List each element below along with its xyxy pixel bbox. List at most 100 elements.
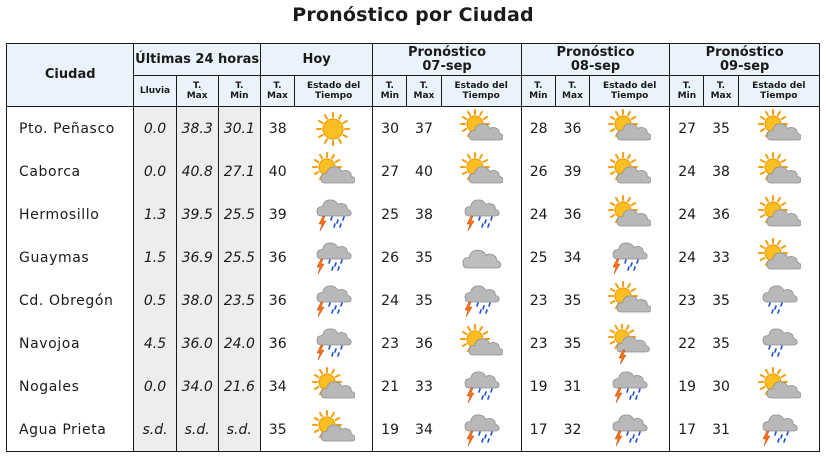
header-forecast-tmax: T. Max	[554, 75, 591, 107]
last24-tmin-value: 27.1	[217, 150, 261, 193]
rain-value: 0.0	[133, 365, 177, 408]
forecast-tmax-value: 35	[563, 292, 582, 309]
rain-value: 1.5	[133, 236, 177, 279]
forecast-tmin-value: 23	[669, 279, 704, 322]
storm-rain-icon	[738, 408, 821, 452]
forecast-tmax-value: 35	[712, 120, 730, 137]
forecast-tmax-value: 36	[563, 120, 582, 137]
storm-icon	[441, 408, 522, 452]
header-today-tmax: T. Max	[259, 75, 296, 107]
rain-value: 0.0	[133, 150, 177, 193]
today-tmax-value: 38	[259, 106, 295, 150]
storm-rain-icon	[294, 236, 374, 279]
forecast-tmin-value: 24	[669, 193, 704, 236]
forecast-tmin-value: 28	[520, 106, 556, 150]
storm-rain-icon	[589, 236, 671, 279]
today-tmax-value: 39	[259, 193, 295, 236]
table-row: Nogales 0.0 34.0 21.6 34 21 33 19 31 19 30	[5, 365, 821, 408]
forecast-tmin-value: 19	[669, 365, 704, 408]
table-row: Guaymas 1.5 36.9 25.5 36 26 35 25 34 24 33	[5, 236, 821, 279]
rain-value: 1.3	[133, 193, 177, 236]
header-forecast-day3: Pronóstico 09-sep	[669, 43, 820, 76]
last24-tmin-value: s.d.	[217, 408, 261, 452]
header-forecast-tmin: T. Min	[372, 75, 408, 107]
forecast-tmin-value: 19	[372, 408, 407, 452]
forecast-tmax-value: 33	[415, 378, 433, 395]
header-today-state: Estado del Tiempo	[293, 75, 374, 107]
forecast-tmin-value: 17	[669, 408, 704, 452]
city-name: Guaymas	[5, 236, 135, 279]
storm-rain-icon	[441, 279, 522, 322]
header-rain: Lluvia	[133, 75, 177, 107]
today-tmax-value: 34	[259, 365, 295, 408]
storm-icon	[589, 365, 671, 408]
sun-cloud-icon	[589, 279, 671, 322]
forecast-tmax-value: 34	[406, 408, 441, 452]
header-tmax: T. Max	[175, 75, 219, 107]
rain-value: 4.5	[133, 322, 177, 365]
city-name: Nogales	[5, 365, 135, 408]
forecast-tmin-value: 26	[372, 236, 407, 279]
header-forecast-state: Estado del Tiempo	[440, 75, 522, 107]
storm-rain-icon	[294, 322, 374, 365]
forecast-tmin-value: 22	[669, 322, 704, 365]
forecast-tmax-value: 35	[712, 292, 730, 309]
city-name: Hermosillo	[5, 193, 135, 236]
storm-icon	[441, 193, 522, 236]
forecast-tmin-value: 25	[520, 236, 556, 279]
header-forecast-day2: Pronóstico 08-sep	[520, 43, 671, 76]
today-tmax-value: 36	[259, 236, 295, 279]
header-forecast-date: 09-sep	[719, 58, 770, 74]
sun-cloud-icon	[294, 150, 374, 193]
table-row: Cd. Obregón 0.5 38.0 23.5 36 24 35 23 35 23 35	[5, 279, 821, 322]
forecast-tmax-value: 30	[712, 378, 730, 395]
header-forecast-label: Pronóstico	[556, 44, 635, 60]
today-tmax-value: 40	[259, 150, 295, 193]
forecast-tmax-value: 38	[712, 163, 730, 180]
table-row: Pto. Peñasco 0.0 38.3 30.1 38 30 37 28 36 27 35	[5, 106, 821, 150]
forecast-tmin-value: 26	[520, 150, 556, 193]
forecast-tmax-value: 31	[703, 408, 739, 452]
sun-cloud-icon	[738, 150, 821, 193]
storm-icon	[441, 365, 522, 408]
forecast-tmin-value: 17	[520, 408, 556, 452]
forecast-tmax-value: 36	[563, 206, 582, 223]
forecast-tmax-value: 36	[415, 335, 433, 352]
table-row: Caborca 0.0 40.8 27.1 40 27 40 26 39 24 38	[5, 150, 821, 193]
header-forecast-tmin: T. Min	[520, 75, 556, 107]
forecast-tmax-value: 36	[712, 206, 730, 223]
header-forecast-tmin: T. Min	[669, 75, 705, 107]
header-forecast-label: Pronóstico	[705, 44, 784, 60]
forecast-tmax-value: 34	[563, 249, 582, 266]
forecast-tmax-value: 35	[415, 292, 433, 309]
header-tmin: T. Min	[217, 75, 261, 107]
sun-cloud-icon	[441, 150, 522, 193]
storm-icon	[294, 193, 374, 236]
header-forecast-day1: Pronóstico 07-sep	[372, 43, 522, 76]
forecast-tmin-value: 25	[372, 193, 407, 236]
last24-tmax-value: 40.8	[175, 150, 219, 193]
last24-tmin-value: 23.5	[217, 279, 261, 322]
sunny-icon	[294, 106, 374, 150]
storm-rain-icon	[294, 279, 374, 322]
forecast-tmin-value: 21	[372, 365, 407, 408]
sun-cloud-icon	[441, 322, 522, 365]
forecast-tmin-value: 24	[669, 150, 704, 193]
last24-tmax-value: 38.0	[175, 279, 219, 322]
forecast-tmax-value: 35	[415, 249, 433, 266]
sun-cloud-icon	[294, 365, 374, 408]
rain-icon	[738, 322, 821, 365]
last24-tmin-value: 30.1	[217, 106, 261, 150]
sun-cloud-icon	[738, 236, 821, 279]
forecast-tmin-value: 27	[372, 150, 407, 193]
header-forecast-state: Estado del Tiempo	[589, 75, 671, 107]
sun-cloud-icon	[589, 150, 671, 193]
forecast-tmax-value: 35	[712, 335, 730, 352]
today-tmax-value: 35	[259, 408, 295, 452]
last24-tmax-value: 34.0	[175, 365, 219, 408]
header-forecast-date: 08-sep	[570, 58, 621, 74]
forecast-table: Ciudad Últimas 24 horas Hoy Pronóstico 07…	[5, 43, 821, 452]
table-row: Agua Prieta s.d. s.d. s.d. 35 19 34 17 32 17 31	[5, 408, 821, 452]
city-name: Cd. Obregón	[5, 279, 135, 322]
forecast-tmax-value: 33	[712, 249, 730, 266]
